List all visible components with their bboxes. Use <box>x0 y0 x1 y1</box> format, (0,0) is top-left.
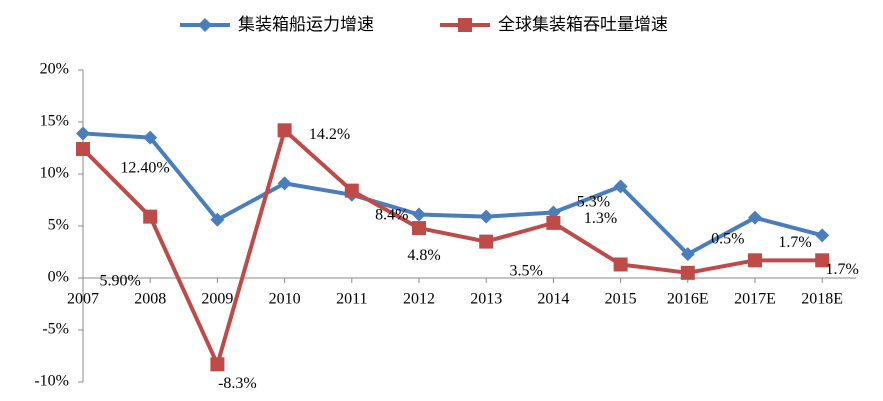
x-tick-label: 2009 <box>201 291 233 308</box>
data-label: 3.5% <box>510 262 543 279</box>
data-label: 8.4% <box>375 206 408 223</box>
data-label: 1.7% <box>826 261 859 278</box>
series-line <box>82 131 823 257</box>
y-tick-label: 0% <box>48 269 69 286</box>
data-point <box>412 207 426 222</box>
y-tick-label: -5% <box>42 321 69 338</box>
data-label: 1.7% <box>778 234 811 251</box>
legend-label: 全球集装箱吞吐量增速 <box>498 15 668 35</box>
data-label: 1.3% <box>584 210 617 227</box>
legend-marker <box>458 18 472 32</box>
data-label: 14.2% <box>309 126 350 143</box>
data-label: 12.40% <box>120 160 169 177</box>
x-tick-label: 2008 <box>134 291 166 308</box>
y-tick-label: 15% <box>40 113 69 130</box>
data-point <box>76 126 90 141</box>
data-point <box>143 130 158 145</box>
data-point <box>210 212 225 227</box>
data-label: 5.3% <box>577 194 610 211</box>
x-tick-label: 2011 <box>336 291 367 308</box>
data-point <box>143 209 158 224</box>
data-point <box>344 183 359 198</box>
data-point <box>479 209 494 224</box>
data-point <box>748 210 762 225</box>
x-tick-label: 2016E <box>667 291 709 308</box>
x-tick-label: 2014 <box>537 291 569 308</box>
x-tick-label: 2007 <box>67 291 99 308</box>
y-tick-label: -10% <box>34 373 69 390</box>
y-tick-label: 10% <box>40 165 69 182</box>
legend-label: 集装箱船运力增速 <box>238 15 374 35</box>
legend-marker <box>198 18 212 32</box>
data-label: -8.3% <box>218 375 257 392</box>
data-point <box>613 257 628 272</box>
data-label: 5.90% <box>100 272 141 289</box>
x-tick-label: 2018E <box>801 291 843 308</box>
series-line <box>81 128 823 367</box>
x-tick-label: 2017E <box>734 291 776 308</box>
data-point <box>479 234 494 249</box>
x-tick-label: 2010 <box>269 291 301 308</box>
data-point <box>277 176 292 191</box>
y-tick-label: 5% <box>48 217 69 234</box>
data-label: 4.8% <box>407 247 440 264</box>
x-tick-label: 2015 <box>605 291 637 308</box>
x-tick-label: 2012 <box>403 291 435 308</box>
data-point <box>277 123 292 138</box>
data-point <box>680 265 695 280</box>
data-point <box>613 179 628 194</box>
data-point <box>546 215 561 230</box>
data-label: 0.5% <box>711 230 744 247</box>
data-point <box>815 228 830 243</box>
data-point <box>680 247 695 262</box>
data-point <box>76 142 90 157</box>
data-point <box>412 221 426 236</box>
y-tick-label: 20% <box>40 61 69 78</box>
data-point <box>210 357 225 372</box>
data-point <box>748 253 762 268</box>
data-point <box>815 253 830 268</box>
x-tick-label: 2013 <box>470 291 502 308</box>
